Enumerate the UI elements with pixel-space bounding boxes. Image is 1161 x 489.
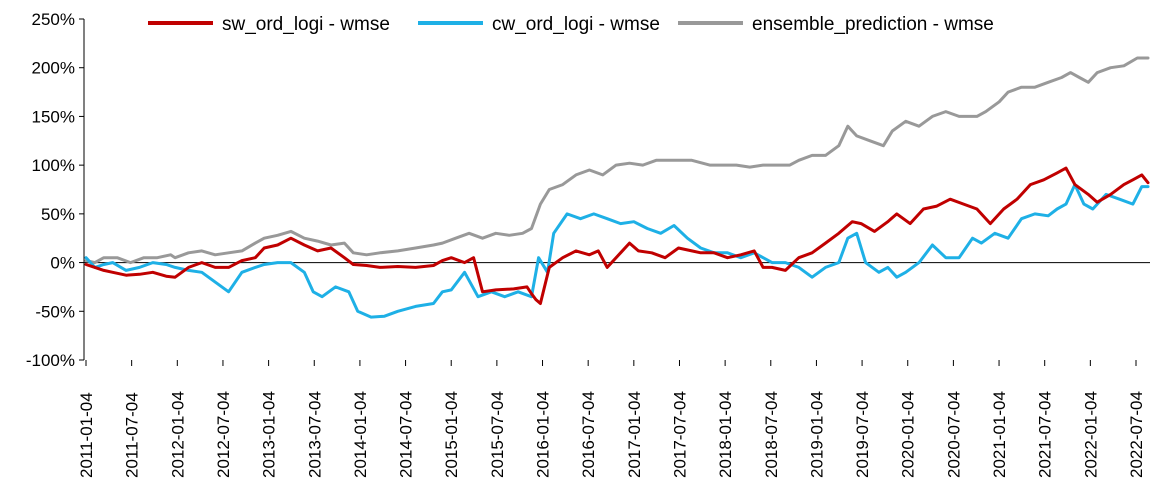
series-lines	[84, 56, 1150, 319]
y-tick-label: 100%	[32, 156, 75, 175]
x-tick-label: 2016-07-04	[579, 391, 598, 478]
y-tick-label: 250%	[32, 10, 75, 29]
x-tick-label: 2011-01-04	[77, 392, 96, 478]
x-tick-label: 2020-07-04	[944, 391, 963, 478]
x-tick-label: 2011-07-04	[123, 392, 142, 478]
x-tick-label: 2015-07-04	[488, 391, 507, 478]
legend-label-1: cw_ord_logi - wmse	[492, 14, 660, 35]
x-tick-label: 2020-01-04	[899, 391, 918, 478]
x-tick-label: 2021-07-04	[1036, 391, 1055, 478]
x-tick-label: 2017-07-04	[670, 391, 689, 478]
x-tick-label: 2018-01-04	[716, 391, 735, 478]
x-tick-label: 2013-01-04	[260, 391, 279, 478]
y-tick-label: 50%	[41, 205, 75, 224]
x-tick-label: 2022-07-04	[1127, 391, 1146, 478]
x-tick-label: 2012-01-04	[168, 391, 187, 478]
x-tick-label: 2014-01-04	[351, 391, 370, 478]
series-line-1	[84, 183, 1150, 319]
x-tick-label: 2018-07-04	[762, 391, 781, 478]
x-tick-label: 2012-07-04	[214, 391, 233, 478]
y-tick-label: -100%	[26, 351, 75, 370]
y-tick-label: 150%	[32, 107, 75, 126]
x-tick-label: 2014-07-04	[397, 391, 416, 478]
series-line-2	[84, 56, 1150, 265]
axes: 250% 200% 150% 100% 50% 0% -50% -100% 2011-01-04…	[26, 10, 1150, 478]
x-tick-label: 2016-01-04	[534, 391, 553, 478]
x-tick-label: 2019-01-04	[807, 391, 826, 478]
x-tick-label: 2021-01-04	[990, 391, 1009, 478]
x-tick-label: 2022-01-04	[1081, 391, 1100, 478]
y-tick-label: 0%	[50, 254, 75, 273]
x-tick-label: 2017-01-04	[625, 391, 644, 478]
series-line-0	[84, 166, 1150, 305]
legend-label-0: sw_ord_logi - wmse	[222, 14, 390, 35]
legend: sw_ord_logi - wmse cw_ord_logi - wmse ense…	[148, 14, 994, 35]
x-tick-label: 2013-07-04	[305, 391, 324, 478]
y-tick-label: -50%	[35, 302, 75, 321]
x-tick-label: 2015-01-04	[442, 391, 461, 478]
x-tick-label: 2019-07-04	[853, 391, 872, 478]
y-tick-label: 200%	[32, 59, 75, 78]
legend-label-2: ensemble_prediction - wmse	[752, 14, 994, 35]
